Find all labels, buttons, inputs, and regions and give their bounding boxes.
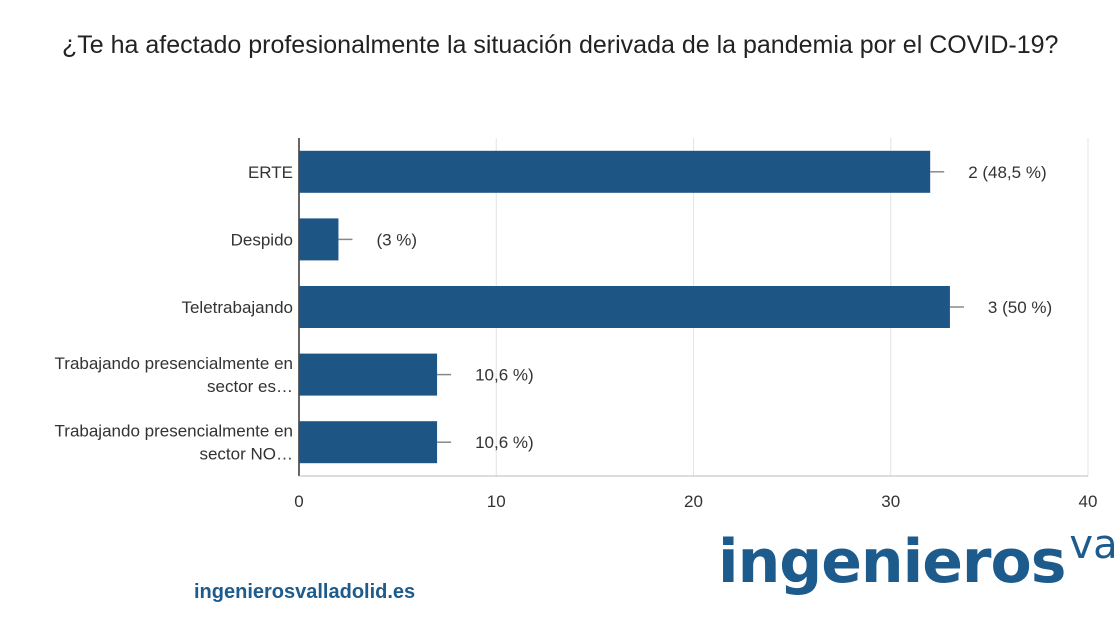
data-label: 10,6 %) [475, 433, 534, 452]
category-label: sector NO… [199, 445, 293, 464]
website-link[interactable]: ingenierosvalladolid.es [194, 581, 416, 603]
category-label: ERTE [248, 163, 293, 182]
category-label: sector es… [207, 377, 293, 396]
bar [299, 218, 339, 261]
category-label: Despido [231, 230, 293, 249]
x-tick-label: 0 [294, 492, 303, 511]
bar [299, 150, 931, 193]
category-label: Trabajando presencialmente en [55, 422, 293, 441]
x-tick-label: 10 [487, 492, 506, 511]
question-title: ¿Te ha afectado profesionalmente la situ… [62, 31, 1059, 59]
data-label: 10,6 %) [475, 366, 534, 385]
category-label: Trabajando presencialmente en [55, 354, 293, 373]
bar-chart: 0 10 20 30 40 2 (48,5 %) ERTE (3 %) Despido 3 (50… [55, 138, 1098, 511]
brand-logo: ingenieros va [718, 522, 1118, 597]
data-label: 3 (50 %) [988, 298, 1052, 317]
data-label: 2 (48,5 %) [968, 163, 1046, 182]
x-tick-label: 40 [1079, 492, 1098, 511]
category-label: Teletrabajando [181, 298, 293, 317]
bar [299, 353, 438, 396]
x-tick-label: 20 [684, 492, 703, 511]
data-label: (3 %) [376, 230, 417, 249]
brand-superscript: va [1069, 522, 1118, 568]
brand-name: ingenieros [718, 527, 1066, 597]
bar [299, 421, 438, 464]
x-tick-label: 30 [881, 492, 900, 511]
bar [299, 286, 950, 328]
